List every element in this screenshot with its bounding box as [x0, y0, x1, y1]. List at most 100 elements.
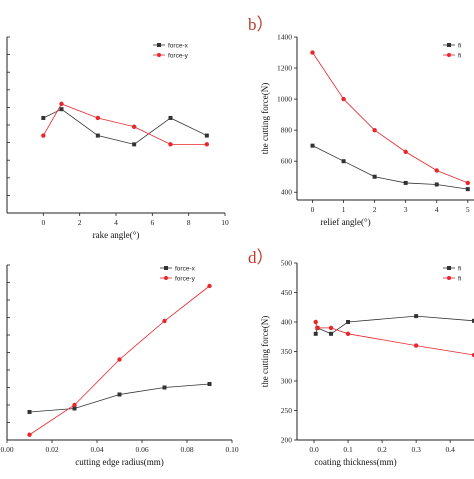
- y-tick-label: 1400: [277, 33, 292, 42]
- data-point: [403, 180, 408, 185]
- x-tick-label: 0.3: [411, 445, 421, 454]
- chart-panel-1: 0 2 4 6 8 10 force-x force-y rake angle(°): [6, 36, 229, 240]
- y-tick-label: 250: [281, 406, 293, 415]
- y-tick-label: 500: [281, 259, 293, 268]
- legend-label: fi: [458, 43, 461, 50]
- data-point: [328, 325, 334, 331]
- series-line-2: [42, 103, 207, 145]
- data-point: [414, 314, 419, 319]
- x-tick-label: 0.1: [343, 445, 353, 454]
- data-point: [413, 343, 419, 348]
- data-point: [207, 382, 212, 386]
- data-point: [59, 101, 64, 107]
- data-point: [315, 325, 320, 331]
- y-tick-label: 200: [281, 436, 293, 445]
- data-point: [117, 357, 122, 362]
- data-point: [168, 142, 173, 147]
- data-point: [403, 149, 408, 155]
- x-tick-label: 0.0: [309, 445, 319, 454]
- x-tick-label: 10: [221, 218, 229, 227]
- chart-panel-3: 0.00 0.02 0.04 0.06 0.08 0.10 force-x force-y cu…: [0, 264, 239, 467]
- series-line-2: [315, 321, 474, 356]
- data-point: [329, 331, 334, 336]
- data-point: [27, 432, 32, 437]
- x-tick-label: 1: [342, 205, 346, 214]
- x-tick-label: 6: [150, 218, 154, 227]
- x-tick-label: 8: [187, 218, 191, 227]
- chart-panel-4: 0.0 0.1 0.2 0.3 0.4 200 250 300 350 400 450 500 fi fi…: [248, 248, 474, 467]
- data-point: [434, 168, 439, 173]
- data-point: [72, 406, 77, 411]
- legend-label: fi: [458, 276, 461, 283]
- legend-marker: [447, 266, 451, 270]
- data-point: [162, 385, 167, 390]
- x-tick-label: 3: [404, 205, 408, 214]
- x-tick-label: 0.06: [135, 445, 148, 454]
- y-tick-label: 350: [281, 347, 293, 356]
- data-point: [345, 331, 351, 336]
- panel-letter: b）: [248, 15, 274, 34]
- data-point: [117, 392, 122, 397]
- data-point: [72, 402, 77, 408]
- data-point: [162, 318, 167, 324]
- y-axis-label: the cutting force(N): [260, 316, 270, 387]
- y-tick-label: 1200: [277, 64, 292, 73]
- data-point: [313, 331, 318, 336]
- data-point: [472, 318, 474, 323]
- x-tick-label: 4: [114, 218, 118, 227]
- x-tick-label: 5: [466, 205, 470, 214]
- x-axis-label: coating thickness(mm): [314, 457, 396, 467]
- x-tick-label: 0.04: [90, 445, 103, 454]
- y-tick-label: 300: [281, 377, 293, 386]
- data-point: [132, 142, 137, 147]
- data-point: [207, 283, 212, 289]
- x-axis-label: relief angle(°): [320, 217, 370, 227]
- data-point: [465, 180, 470, 186]
- series-line-2: [312, 52, 468, 184]
- data-point: [341, 96, 346, 102]
- legend-label: force-x: [175, 266, 196, 273]
- data-point: [372, 127, 377, 133]
- y-tick-label: 400: [281, 188, 293, 197]
- data-point: [59, 107, 64, 112]
- legend-marker: [164, 276, 168, 280]
- data-point: [372, 174, 377, 179]
- x-tick-label: 2: [78, 218, 82, 227]
- x-tick-label: 0.02: [45, 445, 58, 454]
- x-tick-label: 0.4: [445, 445, 455, 454]
- x-tick-label: 4: [435, 205, 439, 214]
- x-axis-label: cutting edge radius(mm): [75, 457, 163, 467]
- data-point: [95, 133, 100, 138]
- panel-letter: d）: [248, 248, 274, 267]
- x-tick-label: 0.08: [180, 445, 193, 454]
- legend-label: fi: [458, 266, 461, 273]
- x-tick-label: 2: [373, 205, 377, 214]
- y-axis-label: the cutting force(N): [260, 83, 270, 154]
- x-tick-label: 0.00: [0, 445, 13, 454]
- x-tick-label: 0.2: [377, 445, 387, 454]
- legend-label: force-x: [168, 43, 189, 50]
- data-point: [313, 319, 318, 325]
- y-tick-label: 800: [281, 126, 293, 135]
- data-point: [204, 142, 210, 147]
- data-point: [131, 124, 137, 129]
- x-tick-label: 0: [41, 218, 45, 227]
- y-tick-label: 1000: [277, 95, 292, 104]
- data-point: [346, 320, 351, 324]
- data-point: [341, 159, 346, 164]
- x-axis-label: rake angle(°): [93, 230, 140, 240]
- x-tick-label: 0.10: [225, 445, 238, 454]
- y-tick-label: 450: [281, 288, 293, 297]
- data-point: [310, 143, 315, 148]
- x-tick-label: 0: [311, 205, 315, 214]
- data-point: [310, 50, 315, 55]
- series-line-1: [43, 108, 208, 145]
- legend-marker: [157, 53, 161, 57]
- data-point: [168, 115, 173, 120]
- data-point: [204, 133, 209, 138]
- y-tick-label: 600: [281, 157, 293, 166]
- data-point: [434, 182, 439, 187]
- legend-label: fi: [458, 53, 461, 60]
